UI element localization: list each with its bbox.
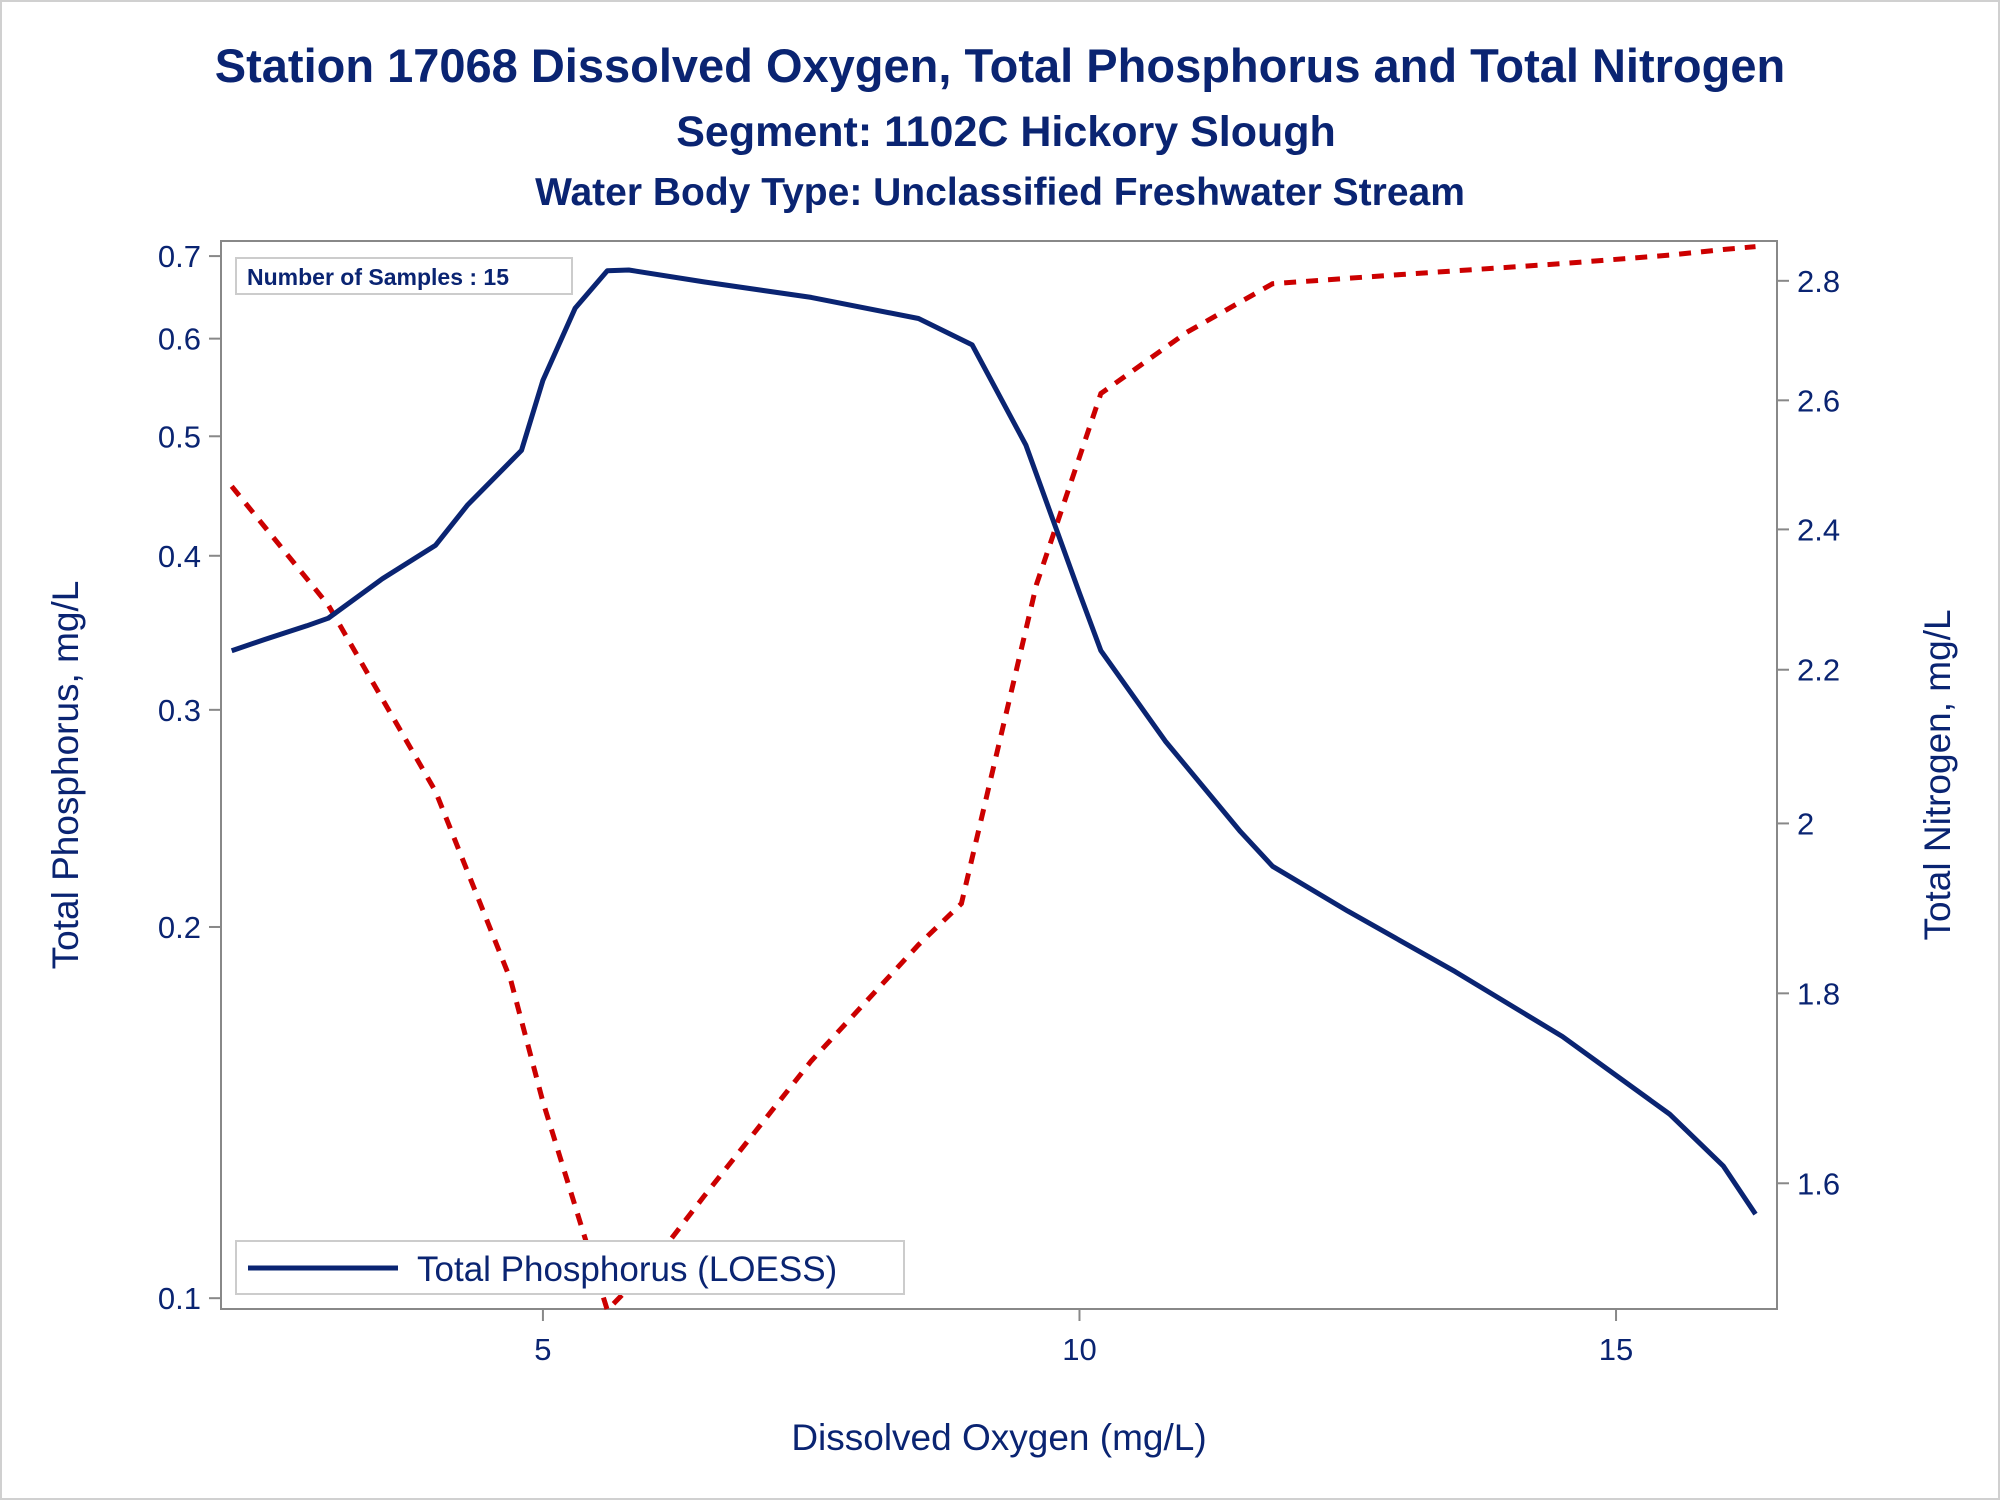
plot-area (220, 240, 1778, 1310)
x-tick-label: 5 (534, 1332, 551, 1367)
y-right-axis-label: Total Nitrogen, mg/L (1917, 609, 1958, 940)
y-left-tick-label: 0.3 (158, 693, 201, 728)
x-axis: 5 10 15 (534, 1309, 1633, 1367)
y-right-tick-label: 2.8 (1797, 264, 1840, 299)
y-left-axis: 0.1 0.2 0.3 0.4 0.5 0.6 0.7 (158, 239, 221, 1316)
samples-inset: Number of Samples : 15 (235, 257, 573, 295)
x-tick-label: 10 (1062, 1332, 1096, 1367)
chart-subtitle-waterbody: Water Body Type: Unclassified Freshwater… (535, 171, 1465, 214)
y-right-tick-label: 1.6 (1797, 1166, 1840, 1201)
y-right-tick-label: 2.2 (1797, 653, 1840, 688)
y-right-tick-label: 2 (1797, 806, 1814, 841)
x-tick-label: 15 (1599, 1332, 1633, 1367)
series-line-total-phosphorus (230, 267, 1758, 1216)
y-right-tick-label: 2.6 (1797, 383, 1840, 418)
y-right-axis: 1.6 1.8 2 2.2 2.4 2.6 2.8 (1777, 264, 1840, 1201)
samples-label: Number of Samples : 15 (247, 264, 509, 290)
y-right-tick-label: 2.4 (1797, 512, 1840, 547)
y-left-tick-label: 0.2 (158, 910, 201, 945)
y-left-axis-label: Total Phosphorus, mg/L (45, 581, 86, 970)
y-left-tick-label: 0.5 (158, 419, 201, 454)
y-left-tick-label: 0.1 (158, 1281, 201, 1316)
y-left-tick-label: 0.6 (158, 322, 201, 357)
samples-inset-box (235, 257, 573, 295)
y-left-tick-label: 0.7 (158, 239, 201, 274)
y-left-tick-label: 0.4 (158, 539, 201, 574)
series-line-total-nitrogen (229, 244, 1756, 1315)
chart-subtitle-segment: Segment: 1102C Hickory Slough (676, 108, 1336, 156)
legend: Total Phosphorus (LOESS) (235, 1240, 905, 1295)
y-right-tick-label: 1.8 (1797, 976, 1840, 1011)
x-axis-label: Dissolved Oxygen (mg/L) (791, 1417, 1206, 1458)
chart-title: Station 17068 Dissolved Oxygen, Total Ph… (215, 39, 1785, 92)
legend-label-total-phosphorus: Total Phosphorus (LOESS) (417, 1250, 837, 1289)
